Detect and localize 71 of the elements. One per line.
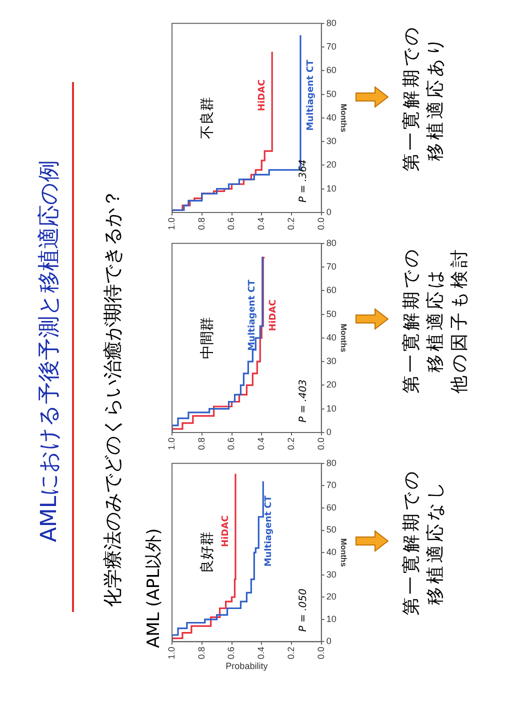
text: HiDAC — [257, 79, 268, 112]
annotation: 中間群 — [199, 316, 216, 359]
y-tick-label: 80 — [326, 458, 336, 468]
y-tick-label: 0 — [326, 636, 332, 646]
annotation: P = .050 — [298, 588, 310, 632]
text: 第一寛解期での — [400, 246, 423, 394]
y-tick-label: 40 — [326, 332, 336, 342]
y-tick-label: 70 — [326, 262, 336, 272]
x-tick-label: 0.0 — [316, 646, 326, 660]
x-tick-label: 0.0 — [316, 217, 326, 230]
y-tick-label: 30 — [326, 356, 336, 366]
annotation: 不良群 — [199, 96, 216, 139]
text: 第一寛解期での — [400, 468, 423, 616]
annotation: P = .403 — [298, 379, 310, 422]
y-axis-title: Months — [338, 324, 348, 353]
y-tick-label: 50 — [326, 308, 336, 319]
y-tick-label: 10 — [326, 403, 336, 414]
x-tick-label: 1.0 — [166, 437, 176, 450]
x-tick-label: 0.6 — [226, 437, 236, 450]
y-tick-label: 60 — [326, 65, 336, 76]
y-tick-label: 10 — [326, 614, 336, 624]
text: Multiagent CT — [306, 58, 316, 131]
y-tick-label: 40 — [326, 112, 336, 122]
x-axis-title: Probability — [226, 661, 268, 672]
text: 他の因子も検討 — [448, 246, 471, 394]
text: 移植適応あり — [424, 35, 447, 161]
text: Multiagent CT — [248, 278, 258, 351]
text: 化学療法のみでどのくらい治癒が期待できるか？ — [101, 189, 125, 607]
y-tick-label: 70 — [326, 480, 336, 490]
y-tick-label: 40 — [326, 547, 336, 558]
y-axis-title: Months — [338, 538, 348, 568]
x-tick-label: 0.6 — [226, 217, 236, 230]
y-tick-label: 20 — [326, 160, 336, 170]
x-tick-label: 0.4 — [256, 217, 266, 230]
text: AMLにおける予後予測と移植適応の例 — [36, 158, 63, 544]
y-tick-label: 80 — [326, 238, 336, 248]
y-tick-label: 50 — [326, 524, 336, 535]
x-tick-label: 0.8 — [196, 217, 206, 230]
text: 移植適応なし — [424, 479, 447, 605]
x-tick-label: 0.2 — [286, 217, 296, 230]
x-tick-label: 1.0 — [166, 217, 176, 230]
x-tick-label: 0.2 — [286, 437, 296, 450]
x-tick-label: 0.0 — [316, 437, 326, 450]
x-tick-label: 0.4 — [256, 646, 266, 660]
y-tick-label: 30 — [326, 569, 336, 580]
annotation: P = .364 — [298, 159, 310, 202]
text: 移植適応は — [424, 268, 447, 372]
y-tick-label: 50 — [326, 88, 336, 99]
text: 第一寛解期での — [400, 24, 423, 172]
y-tick-label: 10 — [326, 183, 336, 194]
x-tick-label: 0.8 — [196, 646, 206, 660]
y-tick-label: 0 — [326, 426, 332, 437]
y-tick-label: 60 — [326, 502, 336, 512]
y-tick-label: 20 — [326, 592, 336, 602]
y-tick-label: 20 — [326, 380, 336, 390]
text: HiDAC — [220, 514, 231, 547]
x-tick-label: 0.4 — [256, 437, 266, 450]
text: AML (APL以外) — [143, 528, 165, 648]
text: HiDAC — [268, 299, 278, 332]
annotation: 良好群 — [199, 532, 216, 574]
y-tick-label: 0 — [326, 206, 332, 217]
text: Multiagent CT — [264, 494, 274, 567]
y-axis-title: Months — [338, 104, 348, 133]
y-tick-label: 30 — [326, 136, 336, 146]
y-tick-label: 70 — [326, 42, 336, 52]
y-tick-label: 60 — [326, 285, 336, 296]
x-tick-label: 0.6 — [226, 646, 236, 660]
y-tick-label: 80 — [326, 18, 336, 28]
x-tick-label: 0.8 — [196, 437, 206, 450]
x-tick-label: 1.0 — [166, 646, 176, 660]
x-tick-label: 0.2 — [286, 646, 296, 660]
